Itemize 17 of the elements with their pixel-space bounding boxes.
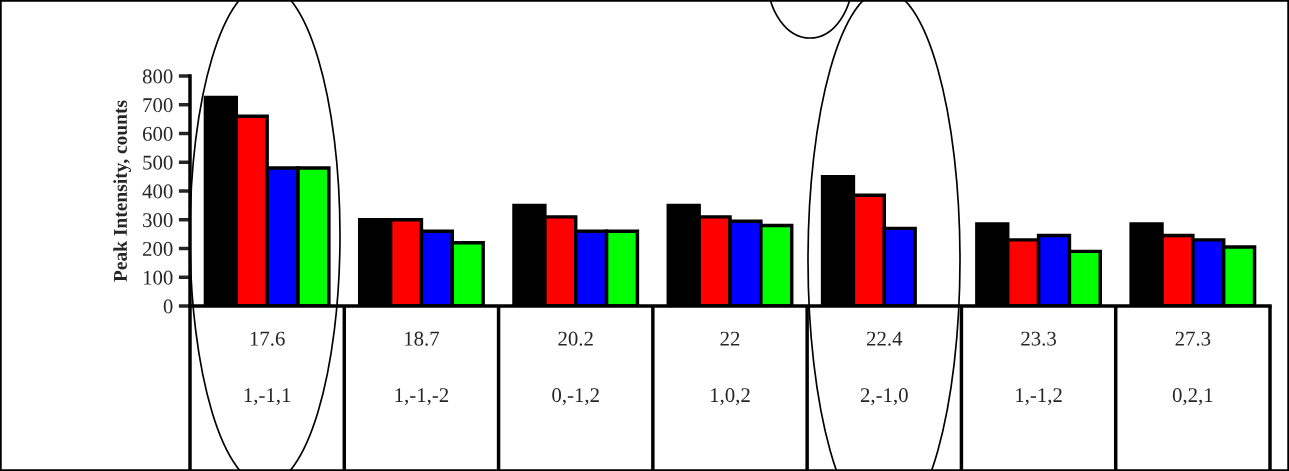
category-label: 18.7 1,-1,-2 <box>395 331 449 406</box>
y-tick-label: 200 <box>143 241 173 256</box>
category-label: 27.3 0,2,1 <box>1172 331 1213 406</box>
y-tick-label: 100 <box>143 270 173 285</box>
y-tick-label: 0 <box>163 299 173 314</box>
y-tick-label: 300 <box>143 213 173 228</box>
y-tick-label: 700 <box>143 98 173 113</box>
y-tick-label: 600 <box>142 126 173 141</box>
y-tick-label: 400 <box>142 184 173 199</box>
category-label: 17.6 1,-1,1 <box>244 331 291 406</box>
category-label: 20.2 0,-1,2 <box>552 331 599 406</box>
y-tick-label: 500 <box>143 155 173 170</box>
y-axis-title: Peak Intensity, counts <box>113 100 131 282</box>
y-tick-label: 800 <box>142 69 173 84</box>
category-label: 22 1,0,2 <box>711 331 750 406</box>
category-label: 23.3 1,-1,2 <box>1016 331 1062 406</box>
category-label: 22.4 2,-1,0 <box>860 331 908 406</box>
